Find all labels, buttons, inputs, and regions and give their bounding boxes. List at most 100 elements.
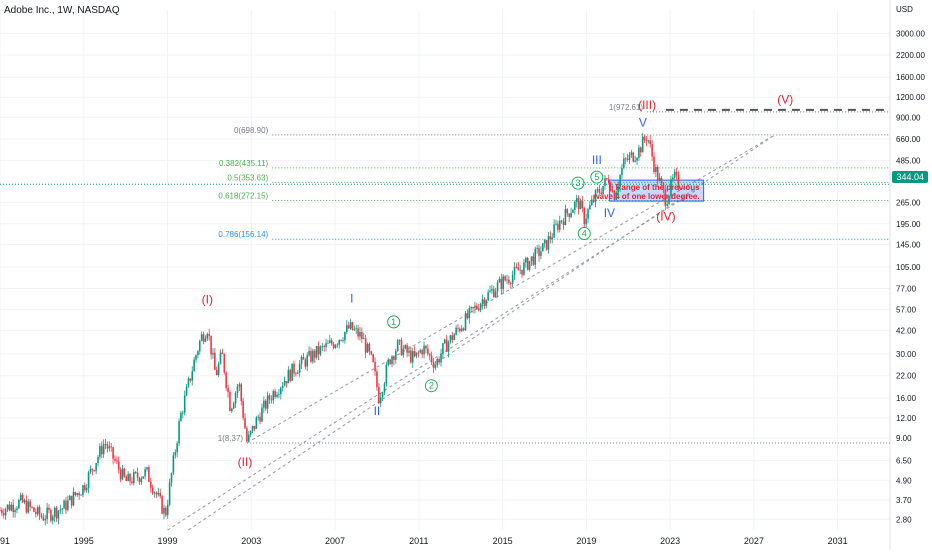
candle-body xyxy=(2,513,5,516)
candle-body xyxy=(432,362,435,368)
candle-body xyxy=(59,509,62,511)
candle-body xyxy=(25,500,28,513)
candle-body xyxy=(70,495,73,506)
y-tick-label: 1200.00 xyxy=(896,93,925,102)
x-tick-label: 2027 xyxy=(744,536,764,546)
candle-body xyxy=(67,500,69,511)
candle-body xyxy=(396,340,399,352)
candle-body xyxy=(549,236,552,240)
candle-body xyxy=(95,463,97,471)
candle-body xyxy=(641,136,644,153)
wave-label-circle xyxy=(387,315,401,329)
x-tick-label: 2003 xyxy=(241,536,261,546)
candle-body xyxy=(291,363,293,381)
candle-body xyxy=(557,223,559,230)
wave-label-circle xyxy=(590,170,604,184)
candle-body xyxy=(234,393,237,404)
candle-body xyxy=(195,355,197,360)
candle-body xyxy=(617,186,619,193)
candle-body xyxy=(658,178,661,181)
candle-body xyxy=(398,339,401,341)
wave-label: V xyxy=(639,115,647,129)
candle-body xyxy=(302,356,305,360)
candle-body xyxy=(538,247,540,256)
candle-body xyxy=(532,256,535,265)
candle-body xyxy=(142,476,145,479)
candle-body xyxy=(206,334,209,339)
candle-body xyxy=(568,213,570,218)
candle-body xyxy=(675,171,678,175)
candle-body xyxy=(370,351,373,355)
candle-body xyxy=(389,359,391,364)
candle-body xyxy=(361,332,363,339)
candle-body xyxy=(300,356,303,364)
candle-body xyxy=(572,209,574,213)
candle-body xyxy=(112,447,114,459)
candle-body xyxy=(515,266,518,268)
candle-body xyxy=(457,327,459,329)
candle-body xyxy=(583,208,586,225)
candle-body xyxy=(240,384,243,402)
candle-body xyxy=(223,354,226,373)
fib-level-label: 1(8.37) xyxy=(218,434,244,443)
candle-body xyxy=(315,346,318,358)
candle-body xyxy=(102,444,105,455)
candle-body xyxy=(84,485,86,491)
candle-body xyxy=(421,350,423,355)
candle-body xyxy=(391,356,393,364)
candle-body xyxy=(40,515,43,518)
x-tick-label: 1991 xyxy=(0,536,10,546)
candle-body xyxy=(232,403,235,409)
candle-body xyxy=(155,492,158,495)
candle-body xyxy=(393,356,395,360)
candle-body xyxy=(14,510,16,513)
candle-body xyxy=(140,478,143,483)
y-tick-label: 57.00 xyxy=(896,305,917,314)
candle-body xyxy=(65,500,67,511)
candle-body xyxy=(351,322,354,330)
candle-body xyxy=(489,290,491,293)
candle-body xyxy=(244,417,246,429)
candle-body xyxy=(327,342,329,344)
candle-body xyxy=(492,289,495,298)
wave4-range-box xyxy=(608,179,705,202)
candle-body xyxy=(496,282,499,292)
candle-body xyxy=(51,516,54,521)
candle-body xyxy=(278,394,280,395)
candle-body xyxy=(598,189,601,193)
y-tick-label: 900.00 xyxy=(896,113,921,122)
candle-body xyxy=(428,353,431,356)
y-tick-label: 2200.00 xyxy=(896,51,925,60)
candle-body xyxy=(483,299,486,306)
wave-label: (V) xyxy=(777,92,793,106)
candle-body xyxy=(270,399,273,401)
candle-body xyxy=(638,147,640,158)
candle-body xyxy=(447,341,450,352)
candle-body xyxy=(148,467,150,482)
candle-body xyxy=(570,212,572,218)
candle-body xyxy=(402,348,405,356)
candle-body xyxy=(551,237,554,240)
candle-body xyxy=(624,158,627,160)
candle-body xyxy=(35,511,37,514)
candle-body xyxy=(123,468,126,477)
candle-body xyxy=(19,494,22,501)
candle-body xyxy=(508,279,510,283)
fib-level-label: 0.786(156.14) xyxy=(218,230,268,239)
candle-body xyxy=(193,359,195,372)
candle-body xyxy=(285,381,288,384)
candle-body xyxy=(312,350,314,362)
wave-label-circle xyxy=(571,176,585,190)
candle-body xyxy=(476,305,478,309)
candle-body xyxy=(628,154,631,161)
candle-body xyxy=(600,192,603,194)
candle-body xyxy=(114,458,116,461)
candle-body xyxy=(415,352,418,357)
candle-body xyxy=(602,185,604,194)
fib-level-label: 0(698.90) xyxy=(234,126,269,135)
candle-body xyxy=(357,328,359,337)
candle-body xyxy=(462,328,465,330)
candle-body xyxy=(202,334,205,342)
candle-body xyxy=(268,395,271,400)
